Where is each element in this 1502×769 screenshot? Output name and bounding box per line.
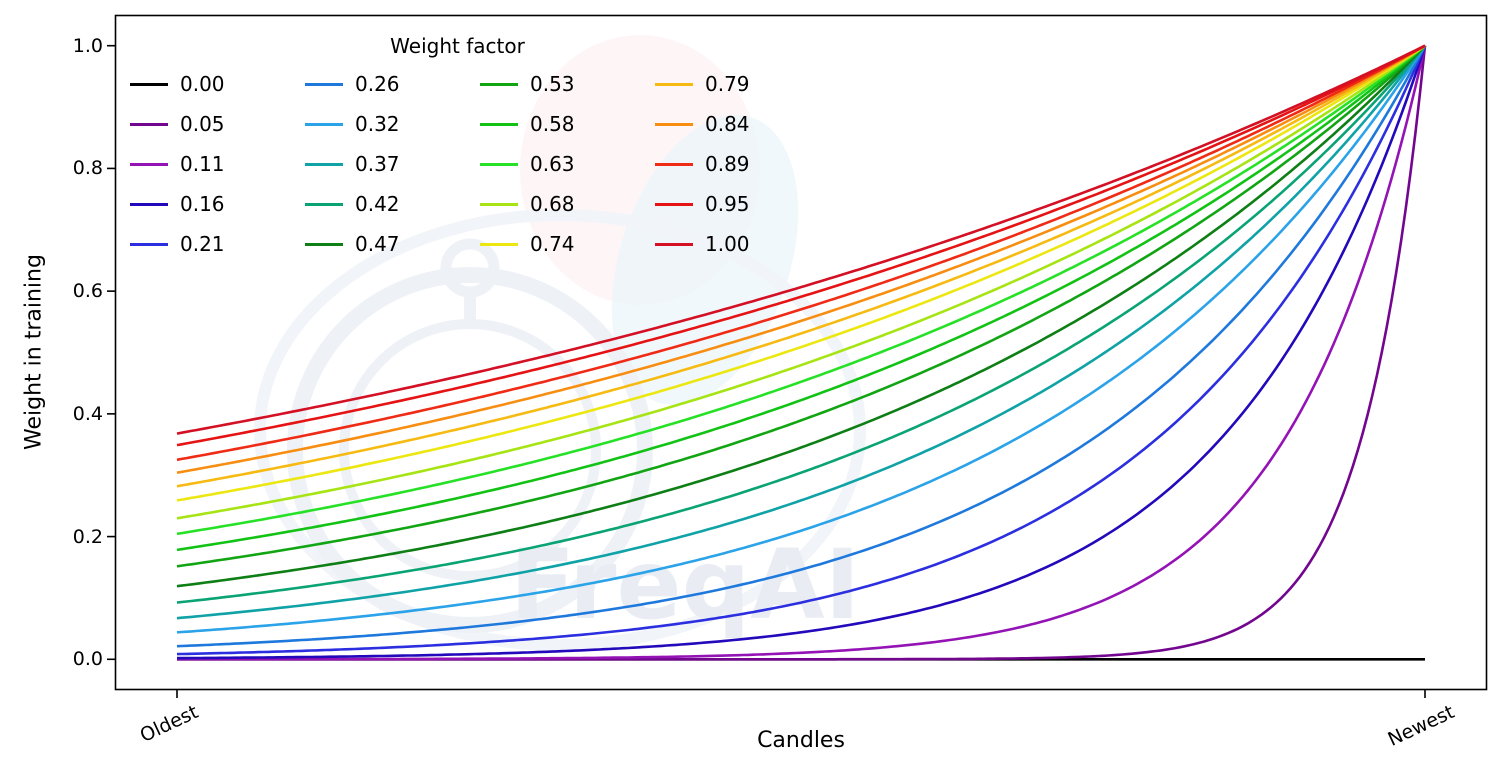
legend-label: 0.74 xyxy=(530,232,575,256)
series-line-0.21 xyxy=(176,45,1427,656)
legend-label: 0.05 xyxy=(180,112,225,136)
legend: Weight factor 0.00 0.05 0.11 0.16 0.21 0.26 0.… xyxy=(130,34,785,264)
legend-item: 0.84 xyxy=(655,112,785,136)
legend-item: 0.00 xyxy=(130,72,260,96)
legend-label: 0.58 xyxy=(530,112,575,136)
legend-item: 0.42 xyxy=(305,192,435,216)
x-axis-label: Candles xyxy=(757,728,845,753)
legend-label: 0.37 xyxy=(355,152,400,176)
legend-label: 0.11 xyxy=(180,152,225,176)
legend-line-swatch xyxy=(305,202,343,206)
legend-label: 1.00 xyxy=(705,232,750,256)
legend-label: 0.26 xyxy=(355,72,400,96)
y-axis-label: Weight in training xyxy=(21,254,47,450)
legend-line-swatch xyxy=(480,162,518,166)
legend-item: 0.74 xyxy=(480,232,610,256)
legend-label: 0.21 xyxy=(180,232,225,256)
legend-item: 0.37 xyxy=(305,152,435,176)
series-line-0.16 xyxy=(177,45,1427,660)
legend-item: 0.05 xyxy=(130,112,260,136)
legend-label: 0.79 xyxy=(705,72,750,96)
series-lines xyxy=(176,44,1427,661)
legend-label: 0.95 xyxy=(705,192,750,216)
legend-line-swatch xyxy=(130,122,168,126)
series-line-0.89 xyxy=(176,44,1426,462)
legend-label: 0.84 xyxy=(705,112,750,136)
y-tick-label: 0.6 xyxy=(72,280,103,303)
legend-line-swatch xyxy=(655,82,693,86)
legend-line-swatch xyxy=(305,82,343,86)
legend-item: 0.79 xyxy=(655,72,785,96)
series-line-0.68 xyxy=(176,44,1426,520)
legend-label: 0.68 xyxy=(530,192,575,216)
series-line-0.74 xyxy=(176,44,1426,502)
series-line-0.95 xyxy=(176,44,1426,447)
legend-item: 0.89 xyxy=(655,152,785,176)
legend-line-swatch xyxy=(130,82,168,86)
legend-line-swatch xyxy=(480,82,518,86)
legend-label: 0.00 xyxy=(180,72,225,96)
legend-item: 0.68 xyxy=(480,192,610,216)
legend-label: 0.63 xyxy=(530,152,575,176)
axes xyxy=(107,14,1488,698)
legend-label: 0.16 xyxy=(180,192,225,216)
watermark-blob-blue xyxy=(611,114,799,406)
legend-line-swatch xyxy=(655,242,693,246)
watermark-text: FreqAI xyxy=(510,529,861,641)
legend-line-swatch xyxy=(130,242,168,246)
legend-item: 0.21 xyxy=(130,232,260,256)
legend-grid: 0.00 0.05 0.11 0.16 0.21 0.26 0.32 0.37 0.42 0.47… xyxy=(130,64,785,264)
legend-item: 0.53 xyxy=(480,72,610,96)
legend-line-swatch xyxy=(655,122,693,126)
legend-label: 0.32 xyxy=(355,112,400,136)
legend-item: 0.58 xyxy=(480,112,610,136)
series-line-0.47 xyxy=(176,44,1426,588)
y-tick-label: 0.4 xyxy=(72,402,103,425)
legend-line-swatch xyxy=(305,122,343,126)
series-line-0.32 xyxy=(176,44,1427,634)
legend-item: 0.11 xyxy=(130,152,260,176)
y-tick-label: 0.8 xyxy=(72,157,103,180)
series-line-0.53 xyxy=(176,44,1426,568)
legend-line-swatch xyxy=(655,202,693,206)
y-tick-label: 1.0 xyxy=(72,34,103,57)
legend-line-swatch xyxy=(480,122,518,126)
legend-label: 0.53 xyxy=(530,72,575,96)
legend-label: 0.47 xyxy=(355,232,400,256)
legend-line-swatch xyxy=(305,242,343,246)
legend-item: 0.16 xyxy=(130,192,260,216)
series-line-0.26 xyxy=(176,45,1427,648)
axes-frame xyxy=(114,14,1488,691)
legend-title: Weight factor xyxy=(390,34,525,58)
series-line-0.58 xyxy=(176,44,1426,552)
legend-line-swatch xyxy=(305,162,343,166)
y-tick-label: 0.0 xyxy=(72,648,103,671)
series-line-1.00 xyxy=(176,44,1426,435)
legend-line-swatch xyxy=(655,162,693,166)
legend-line-swatch xyxy=(480,242,518,246)
series-line-0.84 xyxy=(176,44,1426,474)
series-line-0.11 xyxy=(177,45,1427,661)
legend-line-swatch xyxy=(480,202,518,206)
watermark-stopwatch-crown xyxy=(440,238,500,298)
legend-line-swatch xyxy=(130,202,168,206)
legend-item: 0.63 xyxy=(480,152,610,176)
legend-item: 1.00 xyxy=(655,232,785,256)
legend-label: 0.42 xyxy=(355,192,400,216)
y-tick-label: 0.2 xyxy=(72,525,103,548)
legend-line-swatch xyxy=(130,162,168,166)
legend-item: 0.32 xyxy=(305,112,435,136)
legend-label: 0.89 xyxy=(705,152,750,176)
legend-item: 0.95 xyxy=(655,192,785,216)
series-line-0.79 xyxy=(176,44,1426,488)
series-line-0.63 xyxy=(176,44,1426,536)
series-line-0.42 xyxy=(176,44,1426,604)
legend-item: 0.26 xyxy=(305,72,435,96)
legend-item: 0.47 xyxy=(305,232,435,256)
series-line-0.37 xyxy=(176,44,1427,620)
